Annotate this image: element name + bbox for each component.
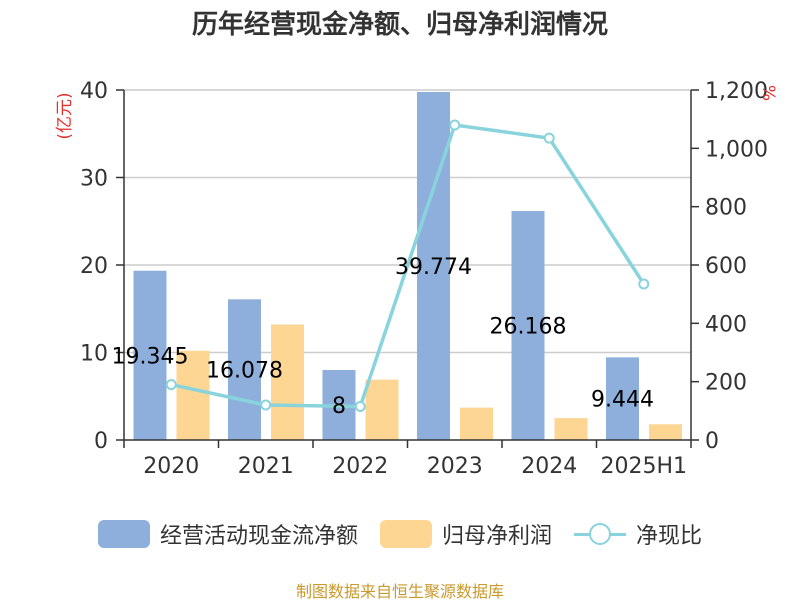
bar-profit (554, 418, 588, 440)
chart-title: 历年经营现金净额、归母净利润情况 (191, 10, 608, 40)
y-axis-label-left: (亿元) (55, 92, 75, 139)
x-tick-label: 2024 (521, 454, 577, 479)
y-axis-label-right: % (758, 85, 778, 101)
bar-cash (228, 299, 261, 440)
x-tick-label: 2023 (427, 454, 483, 479)
y-tick-label-right: 400 (705, 312, 747, 337)
y-tick-label-left: 20 (80, 254, 108, 279)
y-tick-label-right: 1,200 (705, 79, 768, 104)
point-ratio (449, 119, 461, 131)
bar-cash (133, 270, 167, 440)
data-label-cash: 16.078 (206, 359, 283, 384)
source-note: 制图数据来自恒生聚源数据库 (295, 582, 504, 601)
bar-profit (271, 324, 304, 440)
legend-label-profit: 归母净利润 (441, 524, 552, 549)
legend-swatch-ratio (574, 520, 626, 548)
y-tick-label-right: 200 (705, 371, 747, 396)
x-tick-label: 2022 (332, 454, 388, 479)
bar-profit (649, 424, 682, 440)
y-tick-label-left: 10 (80, 342, 108, 367)
data-label-cash: 8 (332, 394, 346, 419)
y-tick-label-left: 40 (80, 79, 108, 104)
bar-cash (417, 91, 450, 440)
legend-swatch-profit (379, 520, 432, 548)
data-label-cash: 26.168 (490, 315, 567, 340)
bar-profit (176, 350, 210, 440)
point-ratio (543, 132, 555, 144)
bar-profit (365, 379, 399, 440)
data-label-cash: 39.774 (395, 255, 472, 280)
point-ratio (165, 379, 177, 391)
point-ratio (260, 399, 272, 411)
data-label-cash: 19.345 (112, 344, 189, 369)
bar-cash (606, 357, 639, 440)
bar-cash (511, 211, 545, 440)
data-label-cash: 9.444 (591, 388, 654, 413)
bar-profit (460, 407, 493, 440)
x-tick-label: 2025H1 (600, 454, 687, 479)
point-ratio (638, 278, 650, 290)
x-tick-label: 2020 (143, 454, 199, 479)
legend-label-cash: 经营活动现金流净额 (159, 524, 358, 549)
chart-legend: 经营活动现金流净额 归母净利润 净现比 (0, 514, 800, 554)
legend-item-cash[interactable]: 经营活动现金流净额 (97, 518, 358, 550)
legend-item-ratio[interactable]: 净现比 (574, 518, 702, 550)
line-ratio (170, 123, 646, 409)
y-tick-label-right: 0 (705, 429, 719, 454)
point-ratio (354, 400, 366, 412)
y-tick-label-right: 800 (705, 196, 747, 221)
y-tick-label-right: 600 (705, 254, 747, 279)
x-tick-label: 2021 (238, 454, 294, 479)
legend-label-ratio: 净现比 (636, 524, 703, 549)
y-tick-label-left: 30 (80, 167, 108, 192)
y-tick-label-right: 1,000 (705, 137, 768, 162)
y-tick-label-left: 0 (94, 429, 108, 454)
legend-item-profit[interactable]: 归母净利润 (379, 518, 552, 550)
legend-swatch-cash (97, 520, 150, 548)
